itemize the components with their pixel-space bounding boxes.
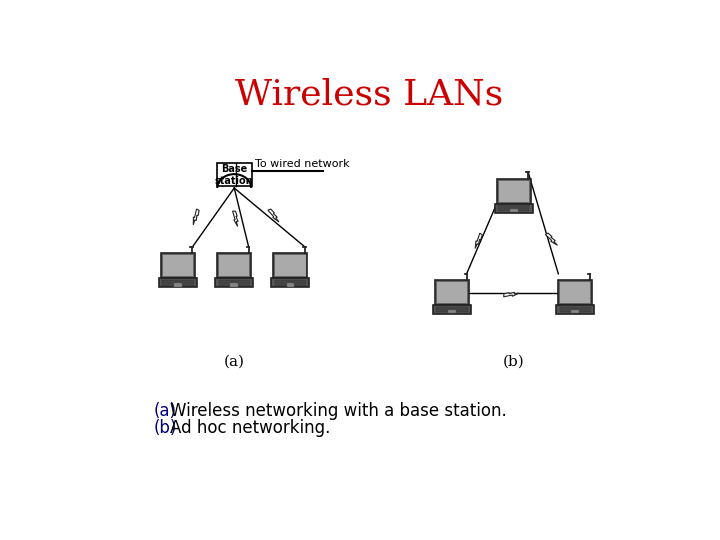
Text: Ad hoc networking.: Ad hoc networking. <box>171 419 330 437</box>
Bar <box>274 253 307 278</box>
Bar <box>276 255 305 276</box>
Bar <box>174 283 182 287</box>
Bar <box>217 164 252 186</box>
Bar <box>287 283 294 287</box>
Bar <box>275 280 306 286</box>
Text: (b): (b) <box>153 419 177 437</box>
Bar <box>217 253 251 278</box>
Bar <box>510 208 518 212</box>
Bar <box>215 278 253 287</box>
Bar <box>163 255 193 276</box>
Bar <box>449 310 456 313</box>
Bar <box>557 305 594 314</box>
Bar <box>436 307 468 313</box>
Bar <box>495 204 533 213</box>
Polygon shape <box>504 292 519 297</box>
Text: Wireless LANs: Wireless LANs <box>235 77 503 111</box>
Bar <box>159 278 197 287</box>
Text: To wired network: To wired network <box>255 159 350 168</box>
Bar <box>497 179 531 204</box>
Bar <box>161 253 195 278</box>
Bar <box>162 280 194 286</box>
Bar <box>230 283 238 287</box>
Text: (a): (a) <box>153 402 176 420</box>
Bar <box>271 278 310 287</box>
Polygon shape <box>233 211 238 226</box>
Bar <box>499 181 528 201</box>
Bar <box>433 305 471 314</box>
Polygon shape <box>546 233 557 245</box>
Polygon shape <box>268 209 279 222</box>
Bar <box>572 310 580 313</box>
Text: Wireless networking with a base station.: Wireless networking with a base station. <box>171 402 507 420</box>
Bar <box>437 282 467 303</box>
Bar <box>498 205 529 211</box>
Text: (a): (a) <box>224 354 245 368</box>
Bar <box>219 280 250 286</box>
Text: Base
station: Base station <box>215 164 253 186</box>
Bar <box>559 307 591 313</box>
Polygon shape <box>194 209 199 225</box>
Bar <box>435 280 469 305</box>
Polygon shape <box>475 233 482 248</box>
Bar <box>558 280 593 305</box>
Bar <box>219 255 249 276</box>
Bar <box>560 282 590 303</box>
Text: (b): (b) <box>503 354 525 368</box>
